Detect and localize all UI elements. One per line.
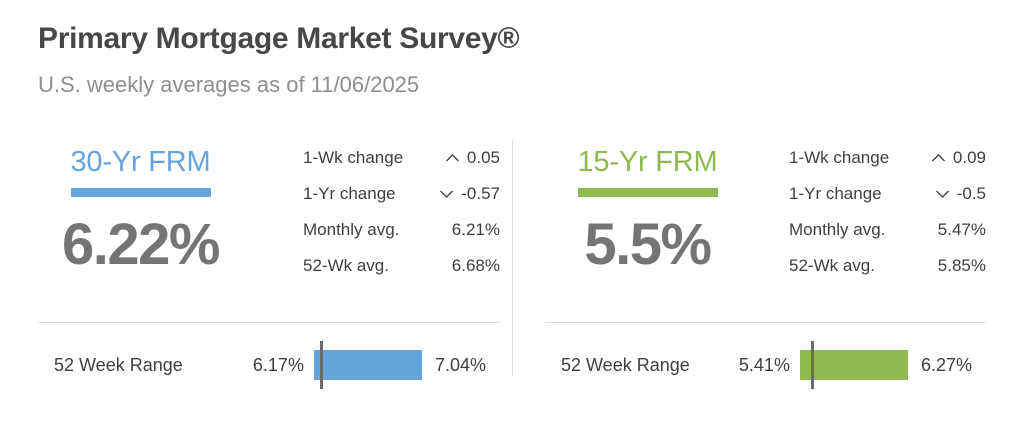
stat-label: Monthly avg. [303,220,400,239]
section-divider [545,322,986,323]
rate-cards-container: 30-Yr FRM 6.22% 1-Wk change 0.05 1-Yr ch… [0,138,1024,389]
stat-label: 52-Wk avg. [303,256,389,275]
stat-value: 5.47% [937,220,986,239]
stat-value: 0.05 [466,148,500,167]
stats-15yr: 1-Wk change 0.09 1-Yr change -0.5 [789,138,986,292]
range-bar-track [313,341,422,389]
stat-row: 1-Wk change 0.09 [789,148,986,168]
stat-label: Monthly avg. [789,220,886,239]
page-subtitle: U.S. weekly averages as of 11/06/2025 [38,72,420,97]
stat-value: 0.09 [952,148,986,167]
up-chevron-icon [445,153,460,163]
stat-row: Monthly avg. 5.47% [789,220,986,240]
range-label: 52 Week Range [561,354,690,375]
card-top-30yr: 30-Yr FRM 6.22% 1-Wk change 0.05 1-Yr ch… [38,138,500,292]
range-max-value: 6.27% [920,354,972,375]
headline-15yr: 15-Yr FRM 5.5% [545,138,750,292]
section-divider [38,322,500,323]
range-min-value: 6.17% [252,354,304,375]
current-rate-marker [811,341,815,389]
stat-row: 52-Wk avg. 6.68% [303,256,500,276]
stat-label: 1-Wk change [303,148,404,167]
range-row-15yr: 52 Week Range 5.41% 6.27% [545,341,986,389]
product-card-30yr-frm: 30-Yr FRM 6.22% 1-Wk change 0.05 1-Yr ch… [38,138,512,389]
pmms-header: Primary Mortgage Market Survey® U.S. wee… [0,0,1024,98]
range-bar [313,350,422,380]
current-rate-value: 5.5% [584,212,712,277]
stat-value: -0.5 [956,184,986,203]
stat-value: 6.68% [451,256,500,275]
up-chevron-icon [931,153,946,163]
stat-row: 1-Yr change -0.5 [789,184,986,204]
range-max-value: 7.04% [434,354,486,375]
page-title: Primary Mortgage Market Survey® [38,22,520,55]
current-rate-marker [320,341,324,389]
stat-value: -0.57 [461,184,500,203]
headline-30yr: 30-Yr FRM 6.22% [38,138,243,292]
accent-underline [577,188,718,197]
stat-row: Monthly avg. 6.21% [303,220,500,240]
current-rate-value: 6.22% [62,212,220,277]
stat-label: 1-Wk change [789,148,890,167]
product-name-label: 30-Yr FRM [70,146,211,178]
range-label: 52 Week Range [54,354,183,375]
stat-row: 1-Wk change 0.05 [303,148,500,168]
stat-label: 1-Yr change [303,184,396,203]
stat-value: 5.85% [937,256,986,275]
down-chevron-icon [439,189,454,199]
range-row-30yr: 52 Week Range 6.17% 7.04% [38,341,500,389]
product-name-label: 15-Yr FRM [577,146,718,178]
range-min-value: 5.41% [738,354,790,375]
range-bar [799,350,908,380]
down-chevron-icon [935,189,950,199]
stats-30yr: 1-Wk change 0.05 1-Yr change -0.5 [303,138,500,292]
stat-label: 52-Wk avg. [789,256,875,275]
card-top-15yr: 15-Yr FRM 5.5% 1-Wk change 0.09 1-Yr cha… [545,138,986,292]
vertical-divider [512,140,513,376]
stat-value: 6.21% [451,220,500,239]
stat-row: 52-Wk avg. 5.85% [789,256,986,276]
product-card-15yr-frm: 15-Yr FRM 5.5% 1-Wk change 0.09 1-Yr cha… [512,138,986,389]
accent-underline [70,188,211,197]
stat-row: 1-Yr change -0.57 [303,184,500,204]
range-bar-track [799,341,908,389]
stat-label: 1-Yr change [789,184,882,203]
